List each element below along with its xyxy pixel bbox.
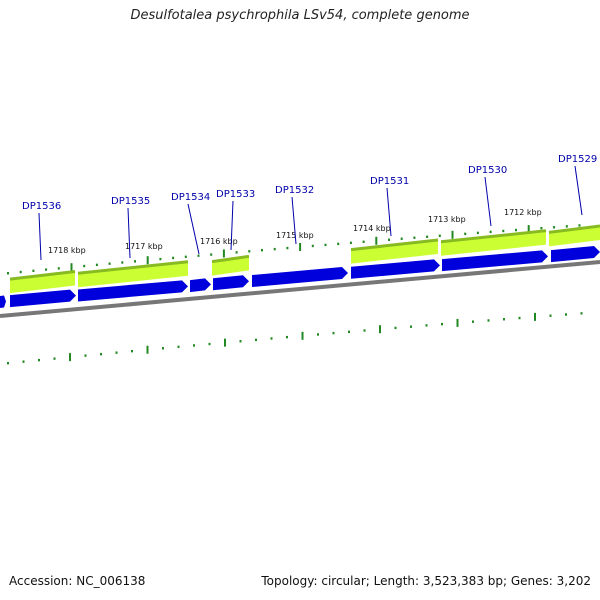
reverse-gene <box>252 267 348 287</box>
gene-label: DP1531 <box>370 176 409 187</box>
gene-label: DP1533 <box>216 189 255 200</box>
scale-label: 1718 kbp <box>48 246 86 255</box>
forward-gene <box>441 230 546 256</box>
reverse-gene <box>190 278 211 293</box>
scale-label: 1712 kbp <box>504 208 542 217</box>
forward-gene-edge <box>350 238 439 252</box>
gene-label: DP1535 <box>111 196 150 207</box>
scale-label: 1713 kbp <box>428 215 466 224</box>
gene-label: DP1532 <box>275 185 314 196</box>
forward-strand-genes <box>9 224 600 294</box>
genome-summary: Topology: circular; Length: 3,523,383 bp… <box>261 574 591 588</box>
gene-label: DP1536 <box>22 201 61 212</box>
reverse-gene <box>351 259 440 279</box>
gene-label: DP1530 <box>468 165 507 176</box>
outer-tick-row <box>7 224 581 275</box>
gene-label: DP1529 <box>558 154 597 165</box>
reverse-gene <box>10 289 76 308</box>
forward-gene <box>351 240 438 264</box>
forward-gene-edge <box>440 229 547 244</box>
reverse-gene <box>213 275 249 291</box>
scale-label: 1716 kbp <box>200 237 238 246</box>
gene-labels: DP1536 DP1535 DP1534 DP1533 DP1532 DP1531 DP15… <box>22 154 597 261</box>
reverse-gene <box>0 295 6 308</box>
gene-leader-line <box>484 176 492 227</box>
gene-label: DP1534 <box>171 192 210 203</box>
reverse-gene <box>442 250 548 272</box>
gene-leader-line <box>38 212 42 261</box>
gene-leader-line <box>291 196 297 245</box>
scale-label: 1714 kbp <box>353 224 391 233</box>
gene-leader-line <box>386 187 392 237</box>
forward-gene <box>78 261 188 288</box>
gene-leader-line <box>230 200 234 251</box>
reverse-gene <box>551 246 600 263</box>
forward-gene-edge <box>77 260 189 275</box>
gene-leader-line <box>127 207 131 259</box>
forward-gene-edge <box>211 254 250 264</box>
accession-label: Accession: NC_006138 <box>9 574 146 588</box>
gene-leader-line <box>574 165 583 216</box>
forward-gene <box>10 271 75 294</box>
inner-tick-row <box>7 312 583 365</box>
gene-leader-line <box>187 203 200 255</box>
scale-label: 1717 kbp <box>125 242 163 251</box>
reverse-strand-genes <box>0 246 600 308</box>
forward-gene-edge <box>548 224 600 234</box>
reverse-gene <box>78 280 188 302</box>
map-title: Desulfotalea psychrophila LSv54, complet… <box>130 8 470 23</box>
genome-backbone <box>0 260 600 318</box>
forward-gene-edge <box>9 270 76 281</box>
